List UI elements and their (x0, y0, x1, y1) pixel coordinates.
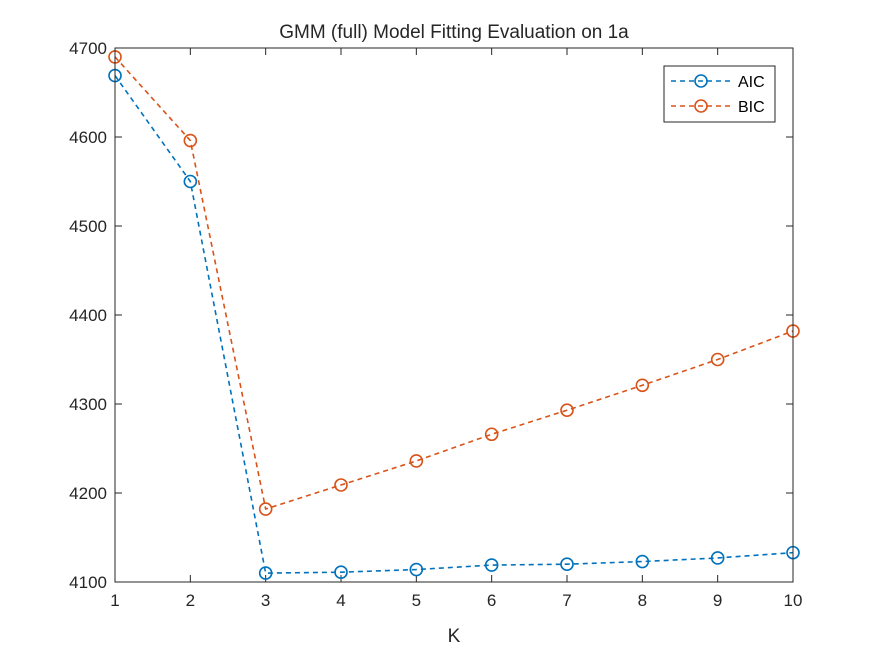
legend-item-bic: BIC (671, 99, 765, 116)
y-tick-label: 4700 (69, 39, 107, 58)
data-point-bic (710, 352, 725, 367)
legend-label: AIC (738, 74, 765, 91)
data-point-bic (334, 478, 348, 492)
data-point-aic (710, 551, 725, 565)
y-tick-label: 4300 (69, 395, 107, 414)
data-point-aic (334, 565, 348, 580)
legend-box (663, 65, 776, 123)
y-tick-label: 4100 (69, 573, 107, 592)
x-axis-label: K (448, 626, 461, 647)
data-point-bic (183, 133, 198, 148)
legend-label: BIC (738, 99, 765, 116)
series-line-bic (114, 56, 794, 511)
x-tick-label: 9 (713, 591, 722, 610)
legend-marker (694, 99, 708, 113)
x-tick-label: 8 (638, 591, 647, 610)
legend: AIC BIC (663, 65, 776, 123)
data-point-aic (484, 558, 499, 572)
x-tick-label: 10 (784, 591, 803, 610)
legend-marker (694, 74, 708, 88)
x-tick-label: 2 (186, 591, 195, 610)
data-point-aic (635, 554, 650, 569)
x-tick-label: 4 (336, 591, 345, 610)
axes-box (114, 47, 794, 583)
data-point-bic (484, 427, 499, 442)
ticks-layer: 1 2 3 4 5 6 7 8 9 10 4100 4200 4300 4400 4500 4600 4700 (69, 39, 802, 610)
data-point-aic (183, 174, 198, 189)
data-point-bic (409, 454, 424, 468)
data-point-aic (560, 557, 574, 572)
data-point-aic (409, 562, 424, 577)
x-tick-label: 1 (110, 591, 119, 610)
chart-title: GMM (full) Model Fitting Evaluation on 1… (279, 22, 629, 43)
x-tick-label: 7 (562, 591, 571, 610)
y-tick-label: 4400 (69, 306, 107, 325)
x-tick-label: 5 (412, 591, 421, 610)
y-tick-label: 4600 (69, 128, 107, 147)
data-point-aic (258, 566, 273, 580)
y-tick-label: 4500 (69, 217, 107, 236)
data-point-bic (560, 403, 574, 418)
x-tick-label: 3 (261, 591, 270, 610)
data-point-bic (635, 378, 650, 393)
data-point-bic (258, 502, 273, 516)
series-aic (108, 68, 800, 580)
y-tick-label: 4200 (69, 484, 107, 503)
plot-area (115, 48, 793, 582)
legend-item-aic: AIC (671, 74, 765, 91)
x-tick-label: 6 (487, 591, 496, 610)
